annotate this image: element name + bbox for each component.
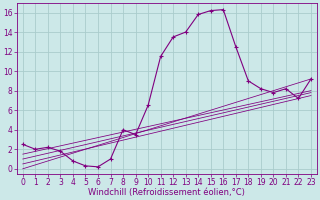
- X-axis label: Windchill (Refroidissement éolien,°C): Windchill (Refroidissement éolien,°C): [88, 188, 245, 197]
